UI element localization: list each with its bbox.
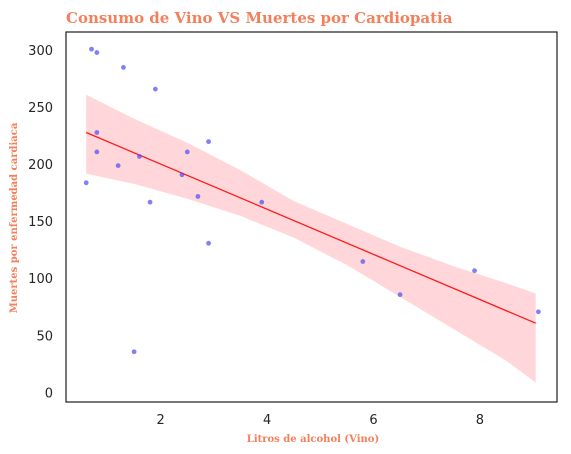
y-tick-label: 100 (28, 272, 53, 287)
data-point (259, 199, 265, 205)
data-point (179, 172, 185, 178)
x-tick-labels: 2 4 6 8 (157, 413, 484, 428)
y-tick-label: 250 (28, 101, 53, 116)
data-point (83, 180, 89, 186)
y-tick-label: 200 (28, 158, 53, 173)
data-point (89, 46, 94, 52)
data-point (94, 130, 100, 135)
regression-line-layer (85, 131, 536, 324)
confidence-band (86, 94, 536, 383)
data-point (137, 154, 142, 159)
data-point (195, 194, 201, 199)
data-point (206, 139, 211, 145)
plot-frame (65, 31, 558, 403)
x-tick-label: 6 (369, 413, 377, 428)
data-point (131, 349, 137, 355)
data-point (152, 86, 158, 92)
x-tick-label: 8 (476, 413, 484, 428)
data-point (94, 50, 100, 55)
chart-title: Consumo de Vino VS Muertes por Cardiopat… (66, 9, 453, 27)
x-axis-label: Litros de alcohol (Vino) (247, 434, 379, 445)
data-point (184, 149, 190, 155)
x-tick-label: 2 (157, 413, 165, 428)
data-point (121, 65, 126, 70)
data-point (360, 259, 366, 264)
x-tick-label: 4 (263, 413, 271, 428)
scatter-points-layer (83, 46, 541, 355)
y-tick-label: 300 (28, 44, 53, 59)
data-point (535, 309, 541, 315)
data-point (147, 199, 153, 205)
data-point (94, 149, 100, 155)
data-point (115, 163, 121, 169)
regression-line (85, 131, 536, 324)
data-point (472, 268, 477, 274)
data-point (206, 240, 211, 246)
confidence-band-layer (86, 94, 536, 383)
y-tick-label: 0 (45, 386, 53, 401)
y-tick-label: 150 (28, 215, 53, 230)
data-point (397, 292, 403, 298)
y-axis-label: Muertes por enfermedad cardiaca (9, 122, 20, 313)
y-tick-labels: 0 50 100 150 200 250 300 (28, 44, 53, 402)
y-tick-label: 50 (36, 329, 53, 344)
